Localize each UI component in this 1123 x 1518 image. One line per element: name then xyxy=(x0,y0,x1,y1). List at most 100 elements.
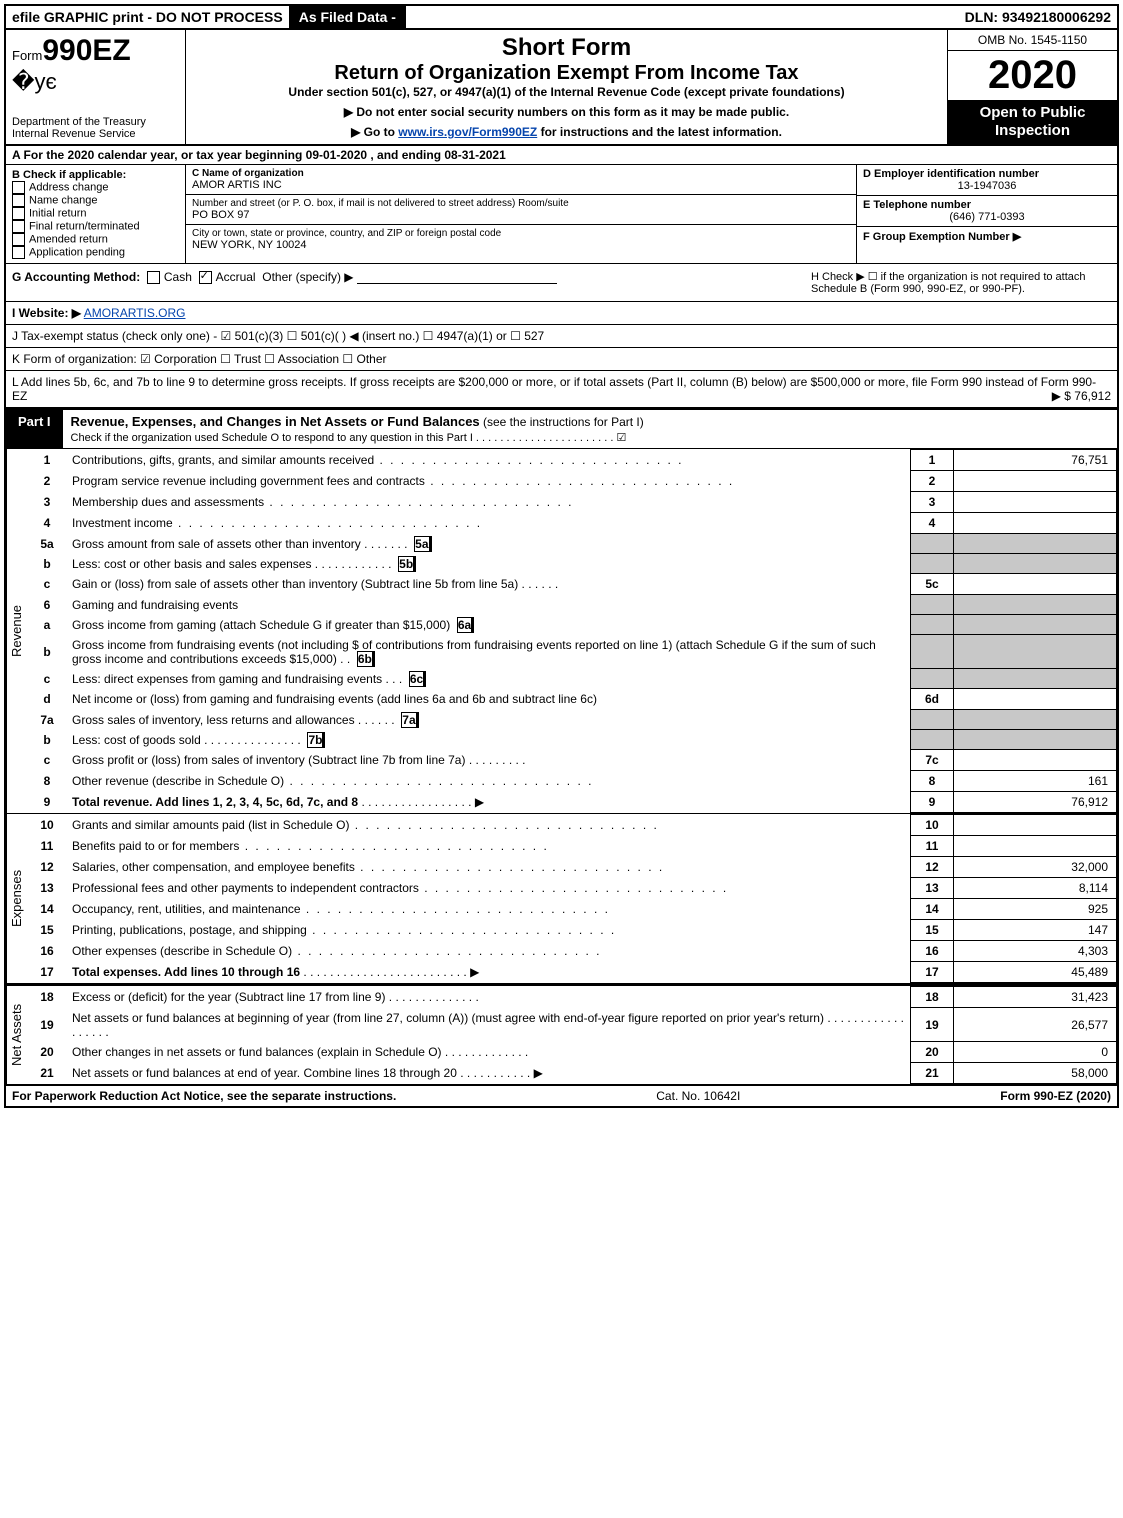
form-prefix: Form xyxy=(12,48,42,63)
part1-checkline: Check if the organization used Schedule … xyxy=(71,432,627,444)
header-left: Form990EZ �ує Department of the Treasury… xyxy=(6,30,186,144)
efile-label: efile GRAPHIC print - DO NOT PROCESS xyxy=(6,6,289,28)
l-text: L Add lines 5b, 6c, and 7b to line 9 to … xyxy=(12,375,1096,403)
ein-val: 13-1947036 xyxy=(863,180,1111,192)
revenue-table: 1Contributions, gifts, grants, and simil… xyxy=(26,449,1117,813)
line-6b: bGross income from fundraising events (n… xyxy=(26,635,1117,669)
col-def: D Employer identification number 13-1947… xyxy=(857,165,1117,263)
chk-name[interactable]: Name change xyxy=(12,194,179,207)
website-link[interactable]: AMORARTIS.ORG xyxy=(84,306,186,320)
line-6c: cLess: direct expenses from gaming and f… xyxy=(26,669,1117,689)
line-11: 11Benefits paid to or for members11 xyxy=(26,836,1117,857)
phone-cell: E Telephone number (646) 771-0393 xyxy=(857,196,1117,227)
note2-pre: ▶ Go to xyxy=(351,125,398,139)
chk-accrual[interactable] xyxy=(199,271,212,284)
line-7b: bLess: cost of goods sold . . . . . . . … xyxy=(26,730,1117,750)
line-6d: dNet income or (loss) from gaming and fu… xyxy=(26,689,1117,710)
footer-cat: Cat. No. 10642I xyxy=(656,1089,740,1103)
line-15: 15Printing, publications, postage, and s… xyxy=(26,920,1117,941)
line-7a: 7aGross sales of inventory, less returns… xyxy=(26,710,1117,730)
line-10: 10Grants and similar amounts paid (list … xyxy=(26,815,1117,836)
row-a-period: A For the 2020 calendar year, or tax yea… xyxy=(6,146,1117,165)
line-17: 17Total expenses. Add lines 10 through 1… xyxy=(26,962,1117,983)
part1-label: Part I xyxy=(6,410,63,448)
line-6a: aGross income from gaming (attach Schedu… xyxy=(26,615,1117,635)
addr-cell: Number and street (or P. O. box, if mail… xyxy=(186,195,856,225)
line-21: 21Net assets or fund balances at end of … xyxy=(26,1063,1117,1084)
group-exemption-cell: F Group Exemption Number ▶ xyxy=(857,227,1117,246)
efile-icon: �ує xyxy=(12,69,179,95)
line-5b: bLess: cost or other basis and sales exp… xyxy=(26,554,1117,574)
part1-title-block: Revenue, Expenses, and Changes in Net As… xyxy=(63,410,1117,448)
row-k-form-org: K Form of organization: ☑ Corporation ☐ … xyxy=(6,348,1117,371)
e-label: E Telephone number xyxy=(863,199,1111,211)
note-ssn: ▶ Do not enter social security numbers o… xyxy=(194,105,939,119)
chk-address[interactable]: Address change xyxy=(12,181,179,194)
line-13: 13Professional fees and other payments t… xyxy=(26,878,1117,899)
city-cell: City or town, state or province, country… xyxy=(186,225,856,254)
c-label: C Name of organization xyxy=(192,168,850,179)
dln-label: DLN: 93492180006292 xyxy=(959,6,1117,28)
dept-line1: Department of the Treasury xyxy=(12,116,179,128)
chk-initial[interactable]: Initial return xyxy=(12,207,179,220)
line-5a: 5aGross amount from sale of assets other… xyxy=(26,534,1117,554)
city-val: NEW YORK, NY 10024 xyxy=(192,239,850,251)
org-name-cell: C Name of organization AMOR ARTIS INC xyxy=(186,165,856,195)
phone-val: (646) 771-0393 xyxy=(863,211,1111,223)
accounting-method: G Accounting Method: Cash Accrual Other … xyxy=(6,264,805,301)
addr-label: Number and street (or P. O. box, if mail… xyxy=(192,198,850,209)
part1-title: Revenue, Expenses, and Changes in Net As… xyxy=(71,414,480,429)
note-goto: ▶ Go to www.irs.gov/Form990EZ for instru… xyxy=(194,125,939,139)
line-5c: cGain or (loss) from sale of assets othe… xyxy=(26,574,1117,595)
form-no-big: 990EZ xyxy=(42,34,130,67)
footer-form: Form 990-EZ (2020) xyxy=(1000,1089,1111,1103)
row-g-h: G Accounting Method: Cash Accrual Other … xyxy=(6,264,1117,302)
revenue-section: Revenue 1Contributions, gifts, grants, a… xyxy=(6,449,1117,814)
line-18: 18Excess or (deficit) for the year (Subt… xyxy=(26,987,1117,1008)
expenses-side-label: Expenses xyxy=(6,814,26,983)
top-bar: efile GRAPHIC print - DO NOT PROCESS As … xyxy=(6,6,1117,30)
expenses-section: Expenses 10Grants and similar amounts pa… xyxy=(6,814,1117,984)
f-label: F Group Exemption Number ▶ xyxy=(863,230,1111,243)
line-16: 16Other expenses (describe in Schedule O… xyxy=(26,941,1117,962)
open-public-badge: Open to Public Inspection xyxy=(948,100,1117,144)
line-6: 6Gaming and fundraising events xyxy=(26,595,1117,615)
chk-pending[interactable]: Application pending xyxy=(12,246,179,259)
dept-line2: Internal Revenue Service xyxy=(12,128,179,140)
part1-subtitle: (see the instructions for Part I) xyxy=(480,415,644,429)
footer-left: For Paperwork Reduction Act Notice, see … xyxy=(12,1089,396,1103)
chk-final[interactable]: Final return/terminated xyxy=(12,220,179,233)
line-8: 8Other revenue (describe in Schedule O)8… xyxy=(26,771,1117,792)
h-schedule-b: H Check ▶ ☐ if the organization is not r… xyxy=(805,264,1117,301)
line-9: 9Total revenue. Add lines 1, 2, 3, 4, 5c… xyxy=(26,792,1117,813)
netassets-side-label: Net Assets xyxy=(6,986,26,1084)
dept-treasury: Department of the Treasury Internal Reve… xyxy=(12,116,179,140)
l-amount: ▶ $ 76,912 xyxy=(1052,389,1111,403)
d-label: D Employer identification number xyxy=(863,168,1111,180)
line-3: 3Membership dues and assessments3 xyxy=(26,492,1117,513)
expenses-table: 10Grants and similar amounts paid (list … xyxy=(26,814,1117,983)
row-i-website: I Website: ▶ AMORARTIS.ORG xyxy=(6,302,1117,325)
line-1: 1Contributions, gifts, grants, and simil… xyxy=(26,450,1117,471)
netassets-table: 18Excess or (deficit) for the year (Subt… xyxy=(26,986,1117,1084)
title-return: Return of Organization Exempt From Incom… xyxy=(194,62,939,85)
city-label: City or town, state or province, country… xyxy=(192,228,850,239)
other-specify-blank[interactable] xyxy=(357,271,557,284)
ein-cell: D Employer identification number 13-1947… xyxy=(857,165,1117,196)
tax-year: 2020 xyxy=(948,51,1117,100)
header: Form990EZ �ує Department of the Treasury… xyxy=(6,30,1117,146)
page-footer: For Paperwork Reduction Act Notice, see … xyxy=(6,1086,1117,1106)
revenue-side-label: Revenue xyxy=(6,449,26,813)
line-12: 12Salaries, other compensation, and empl… xyxy=(26,857,1117,878)
title-short-form: Short Form xyxy=(194,34,939,62)
form-number: Form990EZ xyxy=(12,34,179,68)
row-l-gross-receipts: L Add lines 5b, 6c, and 7b to line 9 to … xyxy=(6,371,1117,408)
irs-link[interactable]: www.irs.gov/Form990EZ xyxy=(398,125,537,139)
chk-cash[interactable] xyxy=(147,271,160,284)
part1-header: Part I Revenue, Expenses, and Changes in… xyxy=(6,408,1117,449)
header-center: Short Form Return of Organization Exempt… xyxy=(186,30,947,144)
g-label: G Accounting Method: xyxy=(12,270,140,284)
note2-post: for instructions and the latest informat… xyxy=(537,125,782,139)
chk-amended[interactable]: Amended return xyxy=(12,233,179,246)
as-filed-label: As Filed Data - xyxy=(289,6,406,28)
